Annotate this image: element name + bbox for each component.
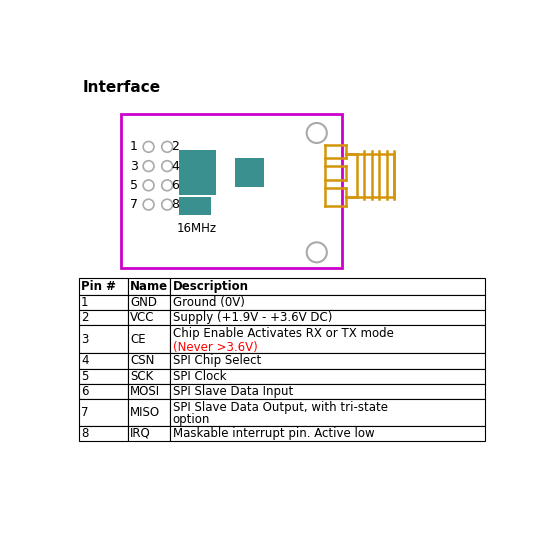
Text: 4: 4 [171,160,179,173]
Bar [170,278,485,295]
Text: IRQ: IRQ [130,427,151,440]
Circle shape [143,141,154,152]
Bar [179,150,216,195]
Text: CSN: CSN [130,354,155,367]
Circle shape [143,180,154,191]
Circle shape [307,123,327,143]
Bar [79,310,128,326]
Bar [128,353,170,369]
Text: 6: 6 [171,179,179,192]
Text: VCC: VCC [130,311,155,324]
Text: Chip Enable Activates RX or TX mode: Chip Enable Activates RX or TX mode [173,327,393,340]
Bar [79,368,128,384]
Text: SPI Slave Data Output, with tri-state: SPI Slave Data Output, with tri-state [173,400,388,414]
Bar [128,399,170,426]
Bar [128,278,170,295]
Text: (Never >3.6V): (Never >3.6V) [173,340,257,354]
Text: GND: GND [130,296,157,309]
Text: 6: 6 [81,385,89,398]
Text: 5: 5 [130,179,138,192]
Text: 7: 7 [130,198,138,211]
Bar [128,384,170,399]
Bar [170,310,485,326]
Text: SCK: SCK [130,370,153,383]
Text: 2: 2 [81,311,89,324]
Bar [170,384,485,399]
Bar [170,426,485,441]
Text: SPI Slave Data Input: SPI Slave Data Input [173,385,293,398]
Text: Supply (+1.9V - +3.6V DC): Supply (+1.9V - +3.6V DC) [173,311,332,324]
Bar [170,399,485,426]
Bar [79,326,128,353]
Text: 2: 2 [171,140,179,153]
Bar [170,368,485,384]
Text: 5: 5 [81,370,89,383]
Text: 1: 1 [130,140,138,153]
Text: 4: 4 [81,354,89,367]
Text: 8: 8 [171,198,179,211]
Bar [235,158,264,187]
Bar [128,295,170,310]
Text: SPI Chip Select: SPI Chip Select [173,354,261,367]
Text: Ground (0V): Ground (0V) [173,296,245,309]
Text: Interface: Interface [82,80,161,95]
Circle shape [162,180,173,191]
Circle shape [307,243,327,262]
Bar [128,310,170,326]
Text: 16MHz: 16MHz [177,222,217,234]
Text: Description: Description [173,280,249,293]
Circle shape [162,199,173,210]
Bar [79,399,128,426]
Bar [128,368,170,384]
Bar [79,278,128,295]
Bar [128,426,170,441]
Text: option: option [173,413,210,426]
Text: MISO: MISO [130,406,160,419]
Text: Name: Name [130,280,168,293]
Text: SPI Clock: SPI Clock [173,370,226,383]
Bar [179,197,211,216]
Text: Pin #: Pin # [81,280,116,293]
Circle shape [162,141,173,152]
Bar [79,426,128,441]
Circle shape [162,161,173,172]
Bar [170,295,485,310]
Text: 3: 3 [130,160,138,173]
Circle shape [143,199,154,210]
Bar [128,326,170,353]
Text: 1: 1 [81,296,89,309]
Text: 3: 3 [81,333,89,346]
Bar [170,353,485,369]
Text: 8: 8 [81,427,89,440]
Bar [79,295,128,310]
Text: MOSI: MOSI [130,385,160,398]
Bar [122,114,342,268]
Text: Maskable interrupt pin. Active low: Maskable interrupt pin. Active low [173,427,374,440]
Bar [79,384,128,399]
Text: CE: CE [130,333,146,346]
Text: 7: 7 [81,406,89,419]
Bar [170,326,485,353]
Circle shape [143,161,154,172]
Bar [79,353,128,369]
